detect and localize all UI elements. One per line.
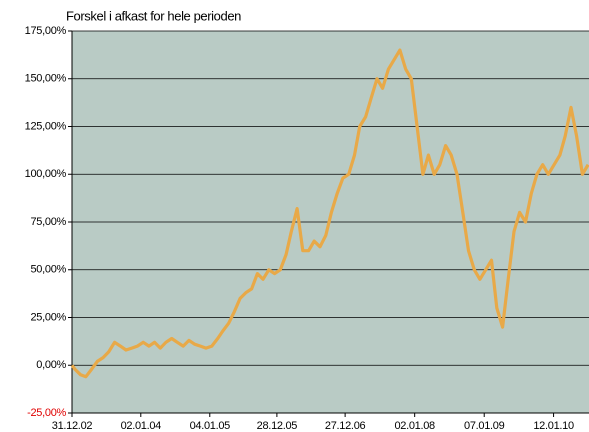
y-tick-label: 150,00% xyxy=(25,73,67,85)
y-tick-label: 50,00% xyxy=(30,264,66,276)
y-tick-label: 100,00% xyxy=(25,168,67,180)
y-tick-label: -25,00% xyxy=(27,407,66,419)
chart-title: Forskel i afkast for hele perioden xyxy=(66,8,241,23)
x-tick-label: 31.12.02 xyxy=(52,420,93,432)
x-tick-label: 12.01.10 xyxy=(533,420,574,432)
y-tick-label: 0,00% xyxy=(36,359,66,371)
x-tick-label: 27.12.06 xyxy=(325,420,366,432)
y-tick-label: 175,00% xyxy=(25,25,67,37)
y-tick-label: 75,00% xyxy=(30,216,66,228)
x-tick-label: 07.01.09 xyxy=(464,420,505,432)
y-tick-label: 125,00% xyxy=(25,120,67,132)
x-tick-label: 28.12.05 xyxy=(257,420,298,432)
x-tick-label: 02.01.04 xyxy=(121,420,162,432)
y-tick-label: 25,00% xyxy=(30,311,66,323)
x-tick-label: 04.01.05 xyxy=(190,420,231,432)
data-line xyxy=(70,48,589,379)
x-tick-label: 02.01.08 xyxy=(394,420,435,432)
